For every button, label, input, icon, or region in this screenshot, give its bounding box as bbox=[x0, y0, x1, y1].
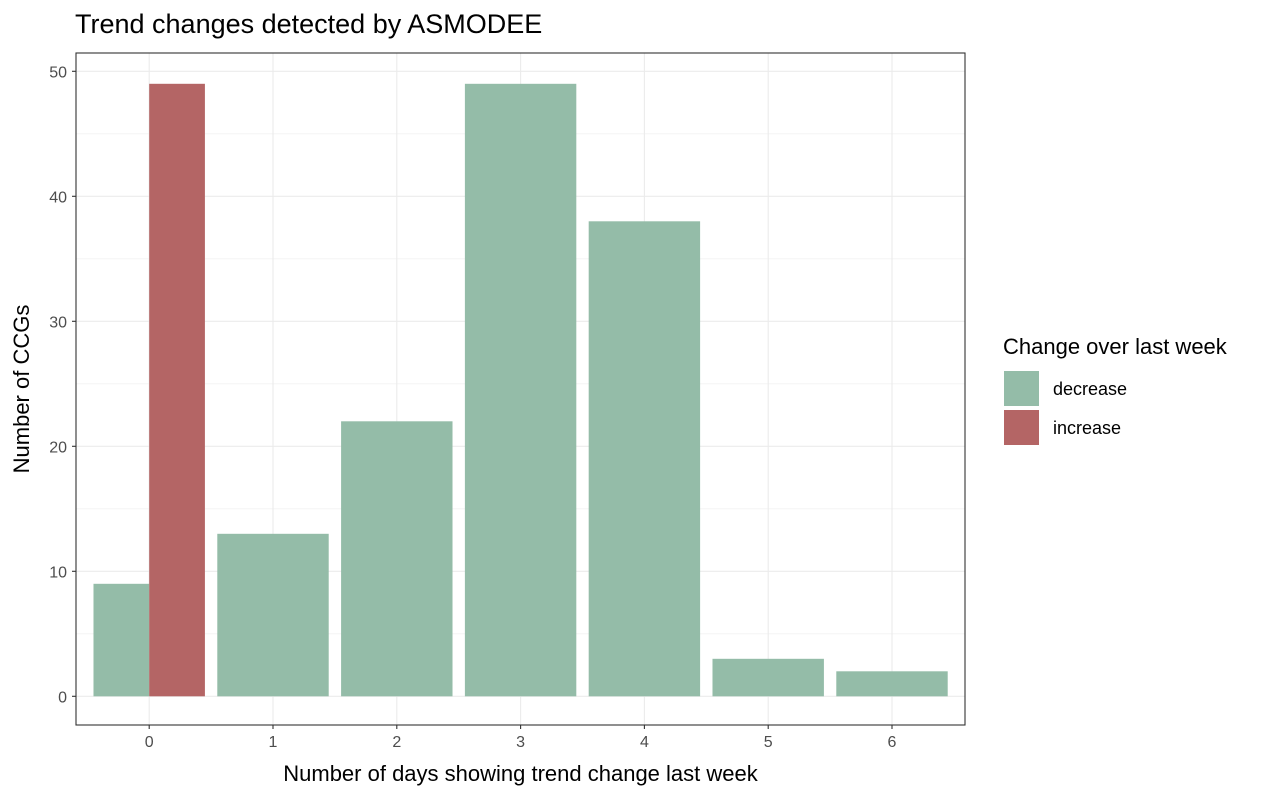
legend-title: Change over last week bbox=[1003, 334, 1228, 359]
x-tick-label: 2 bbox=[392, 734, 401, 751]
y-axis: 0 10 20 30 40 50 bbox=[49, 64, 76, 706]
y-axis-title: Number of CCGs bbox=[9, 305, 34, 474]
y-tick-label: 20 bbox=[49, 439, 67, 456]
x-axis: 0 1 2 3 4 5 6 bbox=[145, 725, 897, 751]
x-tick-label: 1 bbox=[269, 734, 278, 751]
y-tick-label: 50 bbox=[49, 64, 67, 81]
legend-key-decrease bbox=[1004, 371, 1039, 406]
x-tick-label: 3 bbox=[516, 734, 525, 751]
bar-increase-0 bbox=[149, 83, 205, 697]
chart-title: Trend changes detected by ASMODEE bbox=[75, 9, 542, 39]
y-tick-label: 10 bbox=[49, 564, 67, 581]
legend-key-increase bbox=[1004, 410, 1039, 445]
y-tick-label: 0 bbox=[58, 689, 67, 706]
legend: Change over last week decrease increase bbox=[1003, 334, 1228, 445]
bars bbox=[93, 83, 948, 697]
y-tick-label: 30 bbox=[49, 314, 67, 331]
x-tick-label: 0 bbox=[145, 734, 154, 751]
bar-decrease-1 bbox=[217, 533, 329, 697]
x-tick-label: 5 bbox=[764, 734, 773, 751]
bar-decrease-0 bbox=[93, 583, 150, 697]
bar-decrease-5 bbox=[712, 658, 824, 697]
bar-decrease-4 bbox=[588, 221, 701, 697]
x-tick-label: 4 bbox=[640, 734, 649, 751]
bar-decrease-6 bbox=[836, 671, 948, 697]
x-axis-title: Number of days showing trend change last… bbox=[283, 761, 758, 786]
bar-decrease-3 bbox=[464, 83, 577, 697]
x-tick-label: 6 bbox=[888, 734, 897, 751]
bar-decrease-2 bbox=[341, 421, 453, 697]
plot-panel bbox=[75, 52, 966, 726]
legend-label-increase: increase bbox=[1053, 418, 1121, 438]
legend-label-decrease: decrease bbox=[1053, 379, 1127, 399]
y-tick-label: 40 bbox=[49, 189, 67, 206]
